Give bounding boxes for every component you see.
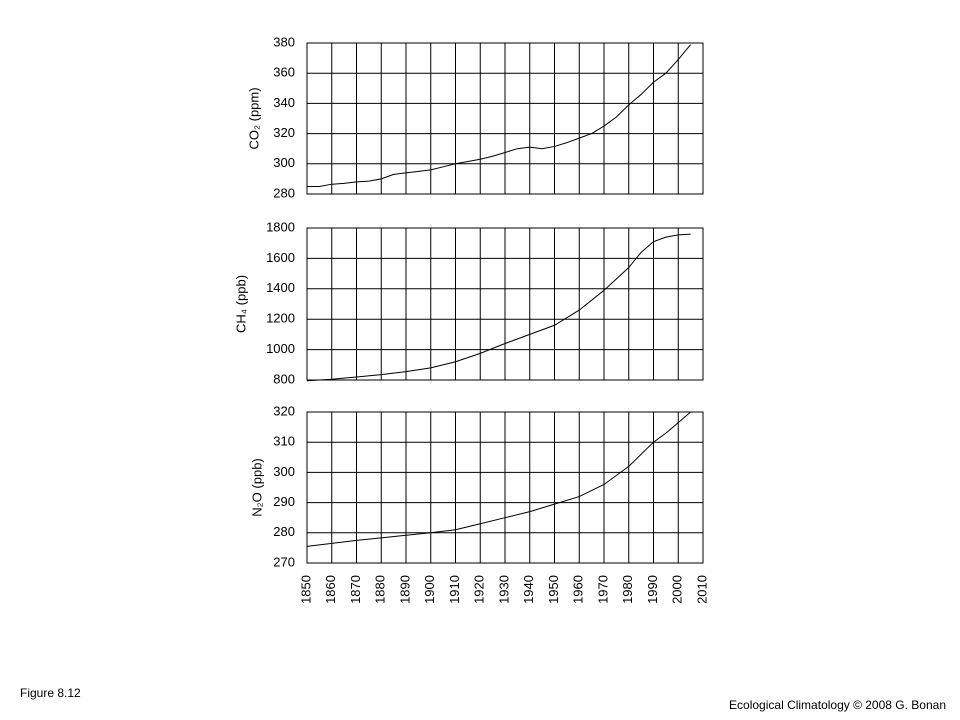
y-tick-label: 310	[273, 434, 295, 449]
x-tick-label: 1950	[546, 575, 561, 604]
x-tick-label: 1900	[422, 575, 437, 604]
x-tick-label: 1870	[348, 575, 363, 604]
y-tick-label: 380	[273, 34, 295, 49]
y-tick-label: 1400	[266, 280, 295, 295]
y-tick-label: 1000	[266, 341, 295, 356]
x-tick-label: 1920	[472, 575, 487, 604]
x-tick-label: 1930	[496, 575, 511, 604]
x-tick-label: 2000	[670, 575, 685, 604]
x-tick-label: 1970	[595, 575, 610, 604]
y-axis-label: CO₂ (ppm)	[246, 87, 261, 149]
x-tick-label: 1880	[373, 575, 388, 604]
y-tick-label: 300	[273, 464, 295, 479]
data-line	[306, 411, 691, 547]
y-tick-label: 320	[273, 125, 295, 140]
y-tick-label: 280	[273, 524, 295, 539]
x-tick-label: 1980	[620, 575, 635, 604]
y-tick-label: 1800	[266, 219, 295, 234]
credit: Ecological Climatology © 2008 G. Bonan	[729, 698, 946, 712]
x-tick-label: 1910	[447, 575, 462, 604]
x-tick-label: 1860	[323, 575, 338, 604]
x-tick-label: 1940	[521, 575, 536, 604]
y-tick-label: 1600	[266, 250, 295, 265]
y-axis-label: N₂O (ppb)	[249, 458, 264, 517]
y-tick-label: 290	[273, 494, 295, 509]
y-tick-label: 300	[273, 155, 295, 170]
figure-number: Figure 8.12	[20, 686, 81, 700]
y-axis-label: CH₄ (ppb)	[233, 275, 248, 333]
data-line	[307, 44, 692, 187]
y-tick-label: 800	[273, 371, 295, 386]
y-tick-label: 320	[273, 403, 295, 418]
x-tick-label: 1990	[645, 575, 660, 604]
x-tick-label: 2010	[694, 575, 709, 604]
y-tick-label: 1200	[266, 311, 295, 326]
x-tick-label: 1890	[397, 575, 412, 604]
x-tick-label: 1850	[298, 575, 313, 604]
y-tick-label: 360	[273, 65, 295, 80]
x-tick-label: 1960	[571, 575, 586, 604]
data-line	[306, 233, 691, 382]
y-tick-label: 270	[273, 554, 295, 569]
y-tick-label: 340	[273, 95, 295, 110]
y-tick-label: 280	[273, 185, 295, 200]
